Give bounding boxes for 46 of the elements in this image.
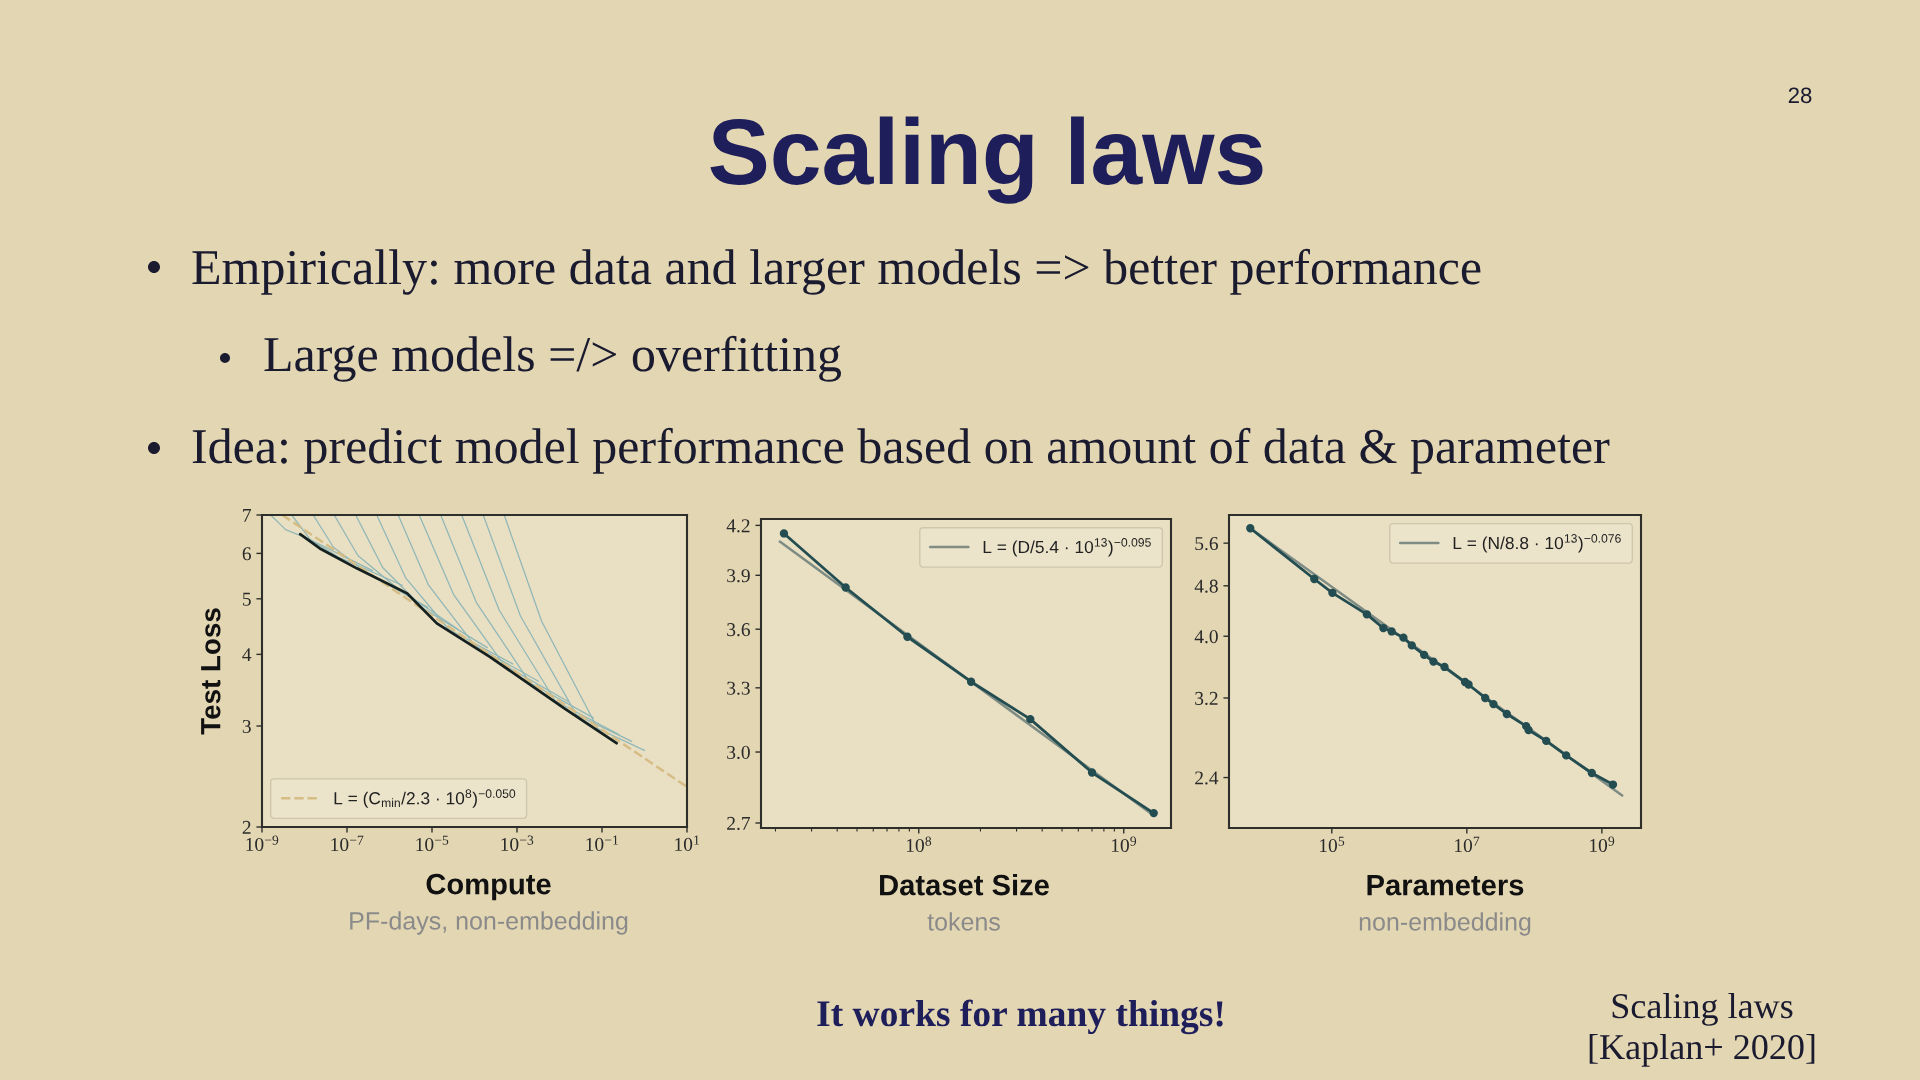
y-tick-label: 5 [242,592,251,606]
text: 28 [1788,87,1812,104]
x-tick-label: 10$^{−5}$ [416,835,449,852]
legend-label: L = (N/8.8 · 10$^{13}$)$^{−0.076}$ [1453,534,1621,553]
x-axis-title: Dataset Size [880,874,1049,896]
y-tick-label: 2.7 [727,816,751,831]
y-tick-label: 4.8 [1194,579,1218,593]
text: Empirically: more data and larger models => better performance [192,248,1481,295]
y-tick-label: 3.2 [1195,691,1218,705]
text: tokens [927,912,1000,931]
text: Scaling laws [710,116,1263,204]
x-tick-label: 10$^{1}$ [675,835,700,851]
y-tick-label: 3.0 [727,745,750,760]
y-tick-label: 3.9 [727,569,750,583]
x-tick-label: 10$^{−7}$ [331,835,364,852]
x-axis-title: Parameters [1367,875,1524,896]
y-tick-label: 6 [242,547,251,561]
text: Large models =/> overfitting [264,335,842,382]
y-axis-title: Test Loss [201,608,221,735]
y-tick-label: 3.3 [727,681,750,695]
x-axis-title: Compute [426,873,551,901]
legend-label: L = (C$_{min}$/2.3 · 10$^{8}$)$^{−0.050}$ [334,789,516,808]
x-tick-label: 10$^{7}$ [1455,836,1480,853]
text: PF-days, non-embedding [350,911,628,935]
y-tick-label: 2 [242,820,251,834]
y-tick-label: 4.0 [1194,630,1218,644]
x-tick-label: 10$^{9}$ [1111,836,1137,852]
y-tick-label: 3.6 [727,623,750,637]
y-tick-label: 5.6 [1195,537,1218,551]
text: It works for many things! [817,999,1223,1035]
x-tick-label: 10$^{−3}$ [501,835,534,851]
x-tick-label: 10$^{−1}$ [586,835,618,851]
text: Idea: predict model performance based on amount of data & parameter [192,427,1610,474]
text: non-embedding [1359,912,1531,936]
legend-label: L = (D/5.4 · 10$^{13}$)$^{−0.095}$ [983,538,1151,557]
y-tick-label: 7 [243,509,252,522]
x-tick-label: 10$^{9}$ [1590,836,1615,852]
y-tick-label: 2.4 [1195,771,1219,785]
text: Scaling laws [1612,992,1793,1026]
x-tick-label: 10$^{8}$ [906,836,932,853]
x-tick-label: 10$^{−9}$ [246,835,279,851]
text: [Kaplan+ 2020] [1589,1033,1815,1067]
y-tick-label: 3 [242,719,251,733]
y-tick-label: 4.2 [726,519,750,533]
x-tick-label: 10$^{5}$ [1320,836,1345,853]
y-tick-label: 4 [242,648,252,662]
